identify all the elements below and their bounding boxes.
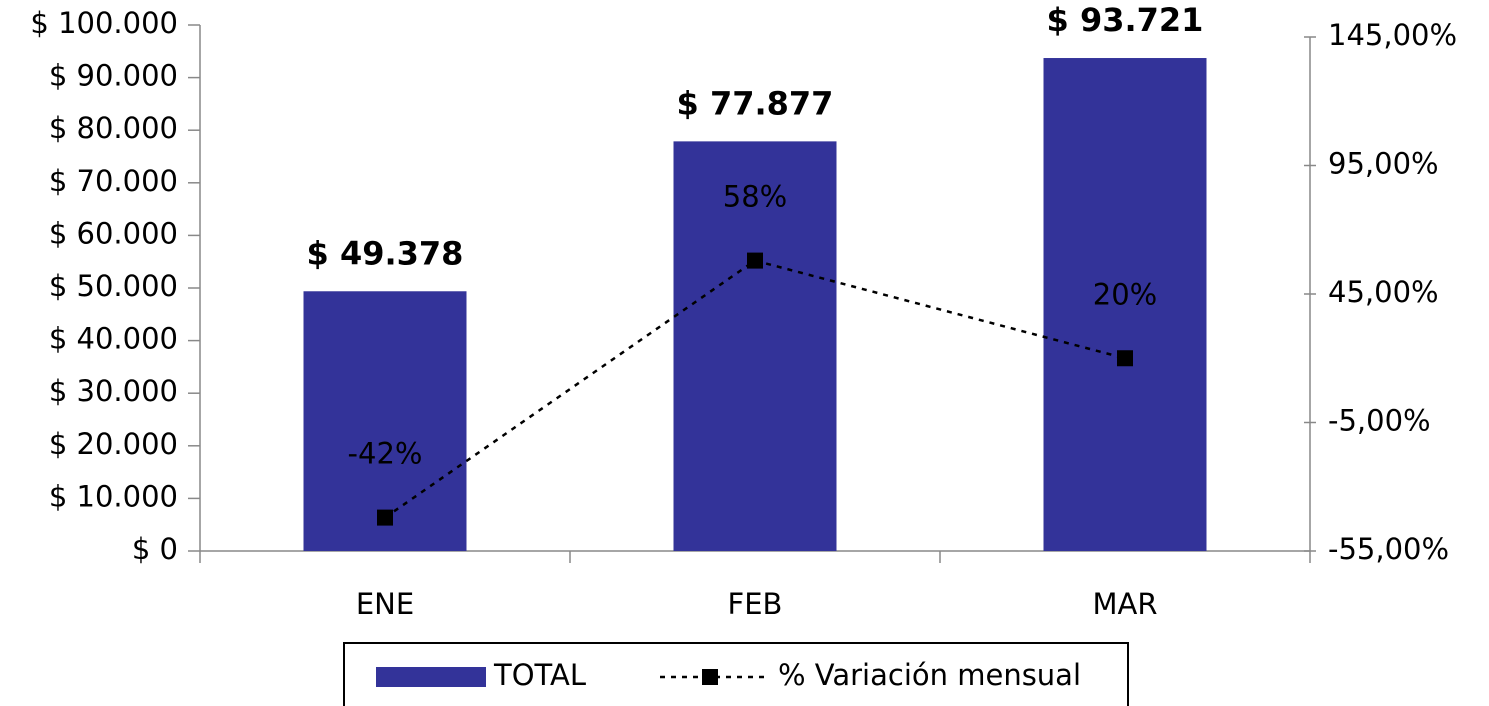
y-tick-label: $ 0 bbox=[132, 532, 178, 566]
x-tick-label: ENE bbox=[356, 587, 414, 621]
y2-tick-label: -55,00% bbox=[1328, 532, 1449, 566]
bar-value-label: $ 49.378 bbox=[307, 234, 464, 272]
line-point bbox=[1117, 350, 1133, 367]
y-tick-label: $ 60.000 bbox=[49, 216, 178, 250]
line-point bbox=[377, 509, 393, 526]
x-tick-label: MAR bbox=[1092, 587, 1157, 621]
y-tick-label: $ 100.000 bbox=[30, 6, 178, 40]
y-tick-label: $ 90.000 bbox=[49, 59, 178, 93]
bar-value-label: $ 77.877 bbox=[677, 84, 834, 122]
legend-label: TOTAL bbox=[493, 658, 586, 692]
line-value-label: 20% bbox=[1093, 277, 1157, 311]
y-tick-label: $ 50.000 bbox=[49, 269, 178, 303]
legend-label: % Variación mensual bbox=[778, 658, 1081, 692]
y2-tick-label: -5,00% bbox=[1328, 404, 1431, 438]
x-tick-label: FEB bbox=[728, 587, 783, 621]
y-tick-label: $ 40.000 bbox=[49, 322, 178, 356]
y-tick-label: $ 70.000 bbox=[49, 164, 178, 198]
bar bbox=[1043, 58, 1207, 552]
y2-tick-label: 45,00% bbox=[1328, 275, 1439, 309]
legend-swatch bbox=[376, 667, 486, 687]
line-point bbox=[747, 252, 763, 269]
legend-marker bbox=[702, 669, 718, 685]
bar bbox=[303, 291, 467, 551]
y-tick-label: $ 10.000 bbox=[49, 479, 178, 513]
bar bbox=[673, 141, 837, 551]
line-value-label: -42% bbox=[348, 437, 423, 471]
y2-tick-label: 145,00% bbox=[1328, 18, 1457, 52]
y-tick-label: $ 80.000 bbox=[49, 111, 178, 145]
line bbox=[384, 259, 1126, 519]
y2-tick-label: 95,00% bbox=[1328, 147, 1439, 181]
line-value-label: 58% bbox=[723, 180, 787, 214]
y-tick-label: $ 30.000 bbox=[49, 374, 178, 408]
y-tick-label: $ 20.000 bbox=[49, 427, 178, 461]
bar-value-label: $ 93.721 bbox=[1047, 1, 1204, 39]
